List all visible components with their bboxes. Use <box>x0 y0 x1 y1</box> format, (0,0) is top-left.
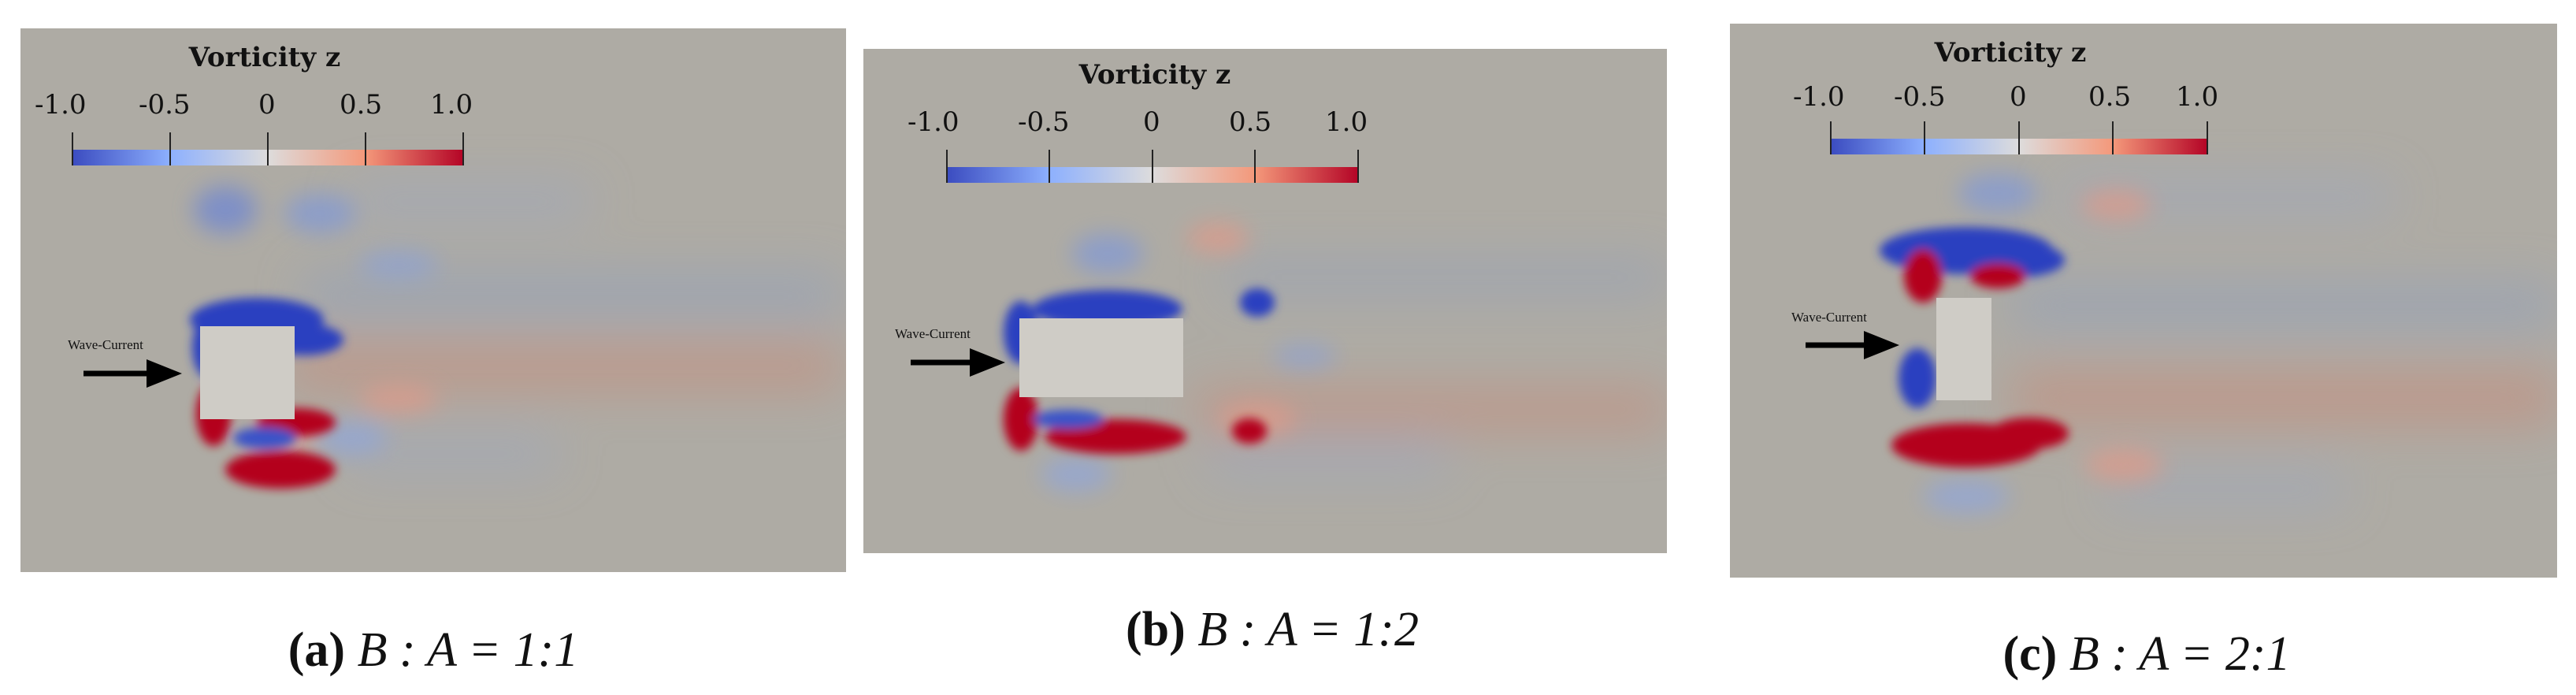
colorbar-ticks <box>72 132 464 165</box>
tick-label-3: 0.5 <box>1229 106 1271 138</box>
colorbar-ticks <box>1830 121 2208 154</box>
tick-label-0: -1.0 <box>908 106 960 138</box>
tick-label-0: -1.0 <box>1793 81 1845 113</box>
caption-a: (a) B : A = 1:1 <box>236 623 630 678</box>
arrow-label: Wave-Current <box>68 337 143 352</box>
vorticity-plot-c: Wave-Current Vorticity z -1.0 -0.5 0 0.5… <box>1730 24 2557 578</box>
panel-a: Wave-Current Vorticity z -1.0 -0.5 0 0.5… <box>20 28 846 572</box>
colorbar: Vorticity z -1.0 -0.5 0 0.5 1.0 <box>908 59 1368 183</box>
colorbar: Vorticity z -1.0 -0.5 0 0.5 1.0 <box>1793 37 2218 154</box>
tick-label-1: -0.5 <box>1894 81 1946 113</box>
tick-label-4: 1.0 <box>430 89 473 121</box>
tick-label-1: -0.5 <box>139 89 191 121</box>
flow-arrow-head <box>147 359 182 388</box>
caption-a-ratio: B : A = 1:1 <box>357 623 579 677</box>
obstacle <box>200 326 295 419</box>
tick-label-1: -0.5 <box>1018 106 1070 138</box>
panel-c: Wave-Current Vorticity z -1.0 -0.5 0 0.5… <box>1730 24 2557 578</box>
arrow-label: Wave-Current <box>895 326 971 341</box>
vorticity-plot-b: Wave-Current Vorticity z -1.0 -0.5 0 0.5… <box>863 49 1667 553</box>
obstacle <box>1936 298 1991 400</box>
panel-b: Wave-Current Vorticity z -1.0 -0.5 0 0.5… <box>863 49 1667 553</box>
caption-a-letter: (a) <box>288 623 346 677</box>
caption-c-ratio: B : A = 2:1 <box>2069 627 2291 681</box>
caption-c: (c) B : A = 2:1 <box>1950 626 2344 682</box>
flow-arrow-head <box>970 348 1005 377</box>
colorbar-title: Vorticity z <box>1078 59 1231 91</box>
flow-arrow-head <box>1864 331 1899 359</box>
caption-b-letter: (b) <box>1126 603 1186 656</box>
caption-b: (b) B : A = 1:2 <box>1067 602 1477 658</box>
obstacle <box>1019 318 1183 397</box>
colorbar-ticks <box>946 150 1359 183</box>
tick-label-3: 0.5 <box>2088 81 2131 113</box>
arrow-label: Wave-Current <box>1791 310 1867 325</box>
tick-label-4: 1.0 <box>1325 106 1368 138</box>
vorticity-plot-a: Wave-Current Vorticity z -1.0 -0.5 0 0.5… <box>20 28 846 572</box>
colorbar: Vorticity z -1.0 -0.5 0 0.5 1.0 <box>35 42 473 165</box>
colorbar-title: Vorticity z <box>1934 37 2087 69</box>
tick-label-0: -1.0 <box>35 89 87 121</box>
tick-label-2: 0 <box>258 89 276 121</box>
tick-label-2: 0 <box>1143 106 1160 138</box>
tick-label-2: 0 <box>2010 81 2027 113</box>
tick-label-3: 0.5 <box>340 89 382 121</box>
tick-label-4: 1.0 <box>2176 81 2218 113</box>
colorbar-title: Vorticity z <box>188 42 341 73</box>
caption-c-letter: (c) <box>2003 627 2058 681</box>
caption-b-ratio: B : A = 1:2 <box>1197 603 1419 656</box>
